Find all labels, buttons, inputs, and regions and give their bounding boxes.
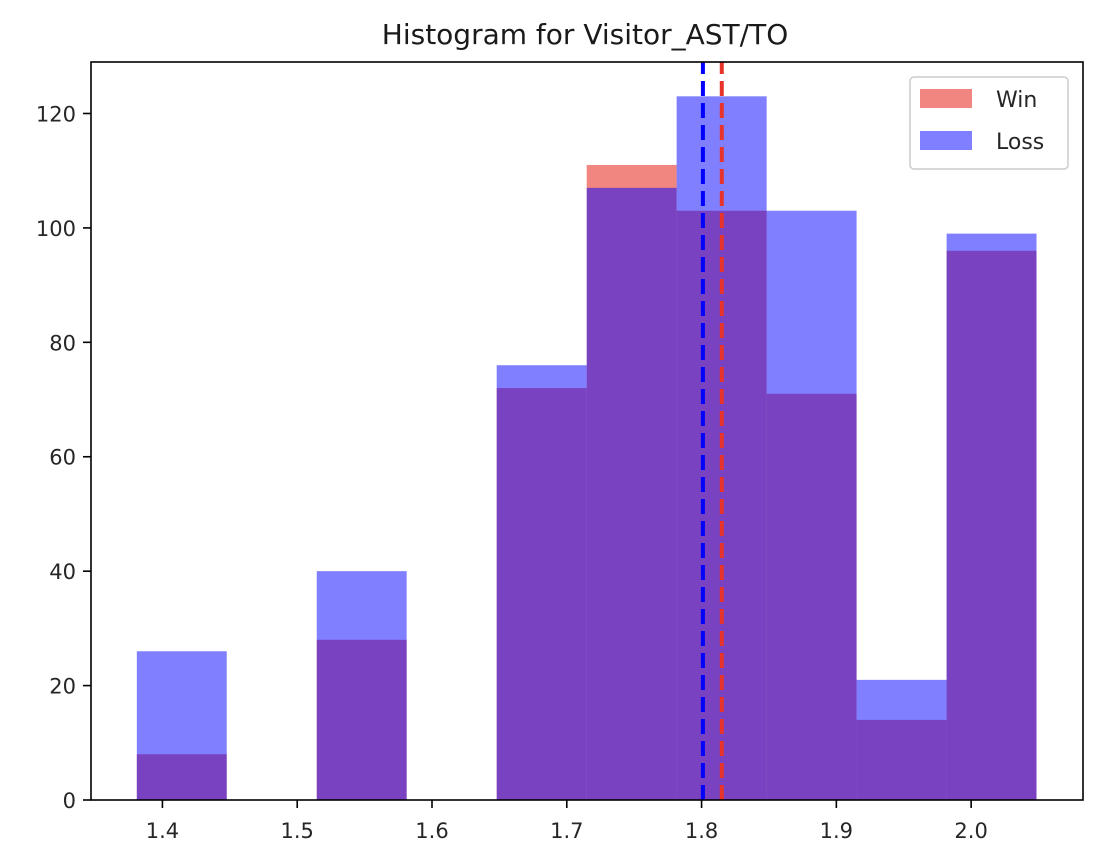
x-tick-label-4: 1.8 bbox=[685, 819, 718, 843]
x-tick-label-0: 1.4 bbox=[146, 819, 179, 843]
x-tick-label-5: 1.9 bbox=[820, 819, 853, 843]
bar-loss-7 bbox=[766, 210, 857, 800]
y-tick-label-1: 20 bbox=[49, 675, 76, 699]
legend-label-win: Win bbox=[996, 88, 1037, 113]
x-tick-label-3: 1.7 bbox=[550, 819, 583, 843]
legend: Win Loss bbox=[909, 76, 1069, 170]
y-tick-label-2: 40 bbox=[49, 560, 76, 584]
bar-loss-8 bbox=[856, 679, 947, 800]
bar-loss-4 bbox=[496, 365, 587, 800]
legend-label-loss: Loss bbox=[996, 130, 1044, 155]
bar-loss-9 bbox=[946, 233, 1037, 800]
chart-title: Histogram for Visitor_AST/TO bbox=[382, 18, 788, 51]
y-tick-label-3: 60 bbox=[49, 446, 76, 470]
x-tick-label-1: 1.5 bbox=[281, 819, 314, 843]
x-axis: 1.4 1.5 1.6 1.7 1.8 1.9 2.0 bbox=[146, 800, 988, 843]
y-tick-label-4: 80 bbox=[49, 331, 76, 355]
mean-lines-layer bbox=[700, 62, 724, 800]
bars-layer bbox=[136, 96, 1037, 801]
x-tick-label-6: 2.0 bbox=[954, 819, 987, 843]
plot-frame bbox=[90, 61, 1084, 801]
legend-swatch-win bbox=[920, 89, 972, 108]
y-tick-label-6: 120 bbox=[36, 102, 76, 126]
x-tick-label-2: 1.6 bbox=[415, 819, 448, 843]
bar-loss-0 bbox=[136, 651, 227, 800]
y-axis: 0 20 40 60 80 100 120 bbox=[36, 102, 91, 813]
legend-swatch-loss bbox=[920, 131, 972, 150]
y-tick-label-0: 0 bbox=[63, 789, 76, 813]
bar-loss-5 bbox=[586, 187, 677, 800]
bar-loss-2 bbox=[316, 571, 407, 800]
y-tick-label-5: 100 bbox=[36, 217, 76, 241]
